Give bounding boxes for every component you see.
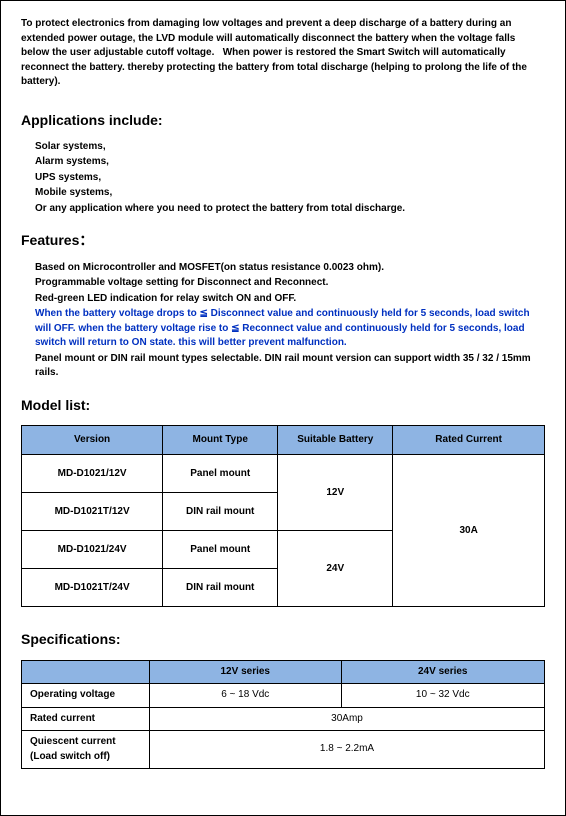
table-row: Quiescent current (Load switch off) 1.8 … [22,731,545,769]
cell-mount: Panel mount [163,531,278,569]
spec-label: Rated current [22,707,150,731]
cell-version: MD-D1021/24V [22,531,163,569]
table-header-row: 12V series 24V series [22,660,545,684]
spec-value-merged: 30Amp [150,707,545,731]
application-item: Mobile systems, [35,186,545,201]
application-item: Solar systems, [35,140,545,155]
spec-label: Operating voltage [22,684,150,708]
application-item: Alarm systems, [35,155,545,170]
feature-item: Based on Microcontroller and MOSFET(on s… [35,261,545,276]
cell-battery: 24V [278,531,393,607]
table-row: MD-D1021/12V Panel mount 12V 30A [22,455,545,493]
specifications-table: 12V series 24V series Operating voltage … [21,660,545,770]
col-current: Rated Current [393,425,545,455]
cell-current: 30A [393,455,545,607]
col-empty [22,660,150,684]
intro-paragraph: To protect electronics from damaging low… [21,17,545,90]
col-version: Version [22,425,163,455]
model-list-table: Version Mount Type Suitable Battery Rate… [21,425,545,608]
col-mount: Mount Type [163,425,278,455]
features-list: Based on Microcontroller and MOSFET(on s… [21,261,545,381]
table-row: Rated current 30Amp [22,707,545,731]
cell-mount: DIN rail mount [163,569,278,607]
cell-version: MD-D1021T/24V [22,569,163,607]
application-item: Or any application where you need to pro… [35,202,545,217]
features-heading: Features： [21,230,545,250]
cell-battery: 12V [278,455,393,531]
col-battery: Suitable Battery [278,425,393,455]
applications-list: Solar systems, Alarm systems, UPS system… [21,140,545,217]
spec-value-merged: 1.8 ~ 2.2mA [150,731,545,769]
col-24v: 24V series [341,660,545,684]
spec-value-12v: 6 ~ 18 Vdc [150,684,342,708]
spec-label: Quiescent current (Load switch off) [22,731,150,769]
model-list-heading: Model list: [21,395,545,415]
feature-item: Programmable voltage setting for Disconn… [35,276,545,291]
feature-item: Panel mount or DIN rail mount types sele… [35,352,545,381]
applications-heading: Applications include: [21,110,545,130]
table-header-row: Version Mount Type Suitable Battery Rate… [22,425,545,455]
cell-version: MD-D1021T/12V [22,493,163,531]
feature-item: Red-green LED indication for relay switc… [35,292,545,307]
application-item: UPS systems, [35,171,545,186]
feature-item-highlight: When the battery voltage drops to ≦ Disc… [35,307,545,351]
col-12v: 12V series [150,660,342,684]
page-container: To protect electronics from damaging low… [0,0,566,816]
cell-mount: DIN rail mount [163,493,278,531]
cell-version: MD-D1021/12V [22,455,163,493]
spec-value-24v: 10 ~ 32 Vdc [341,684,545,708]
cell-mount: Panel mount [163,455,278,493]
table-row: Operating voltage 6 ~ 18 Vdc 10 ~ 32 Vdc [22,684,545,708]
specifications-heading: Specifications: [21,629,545,649]
